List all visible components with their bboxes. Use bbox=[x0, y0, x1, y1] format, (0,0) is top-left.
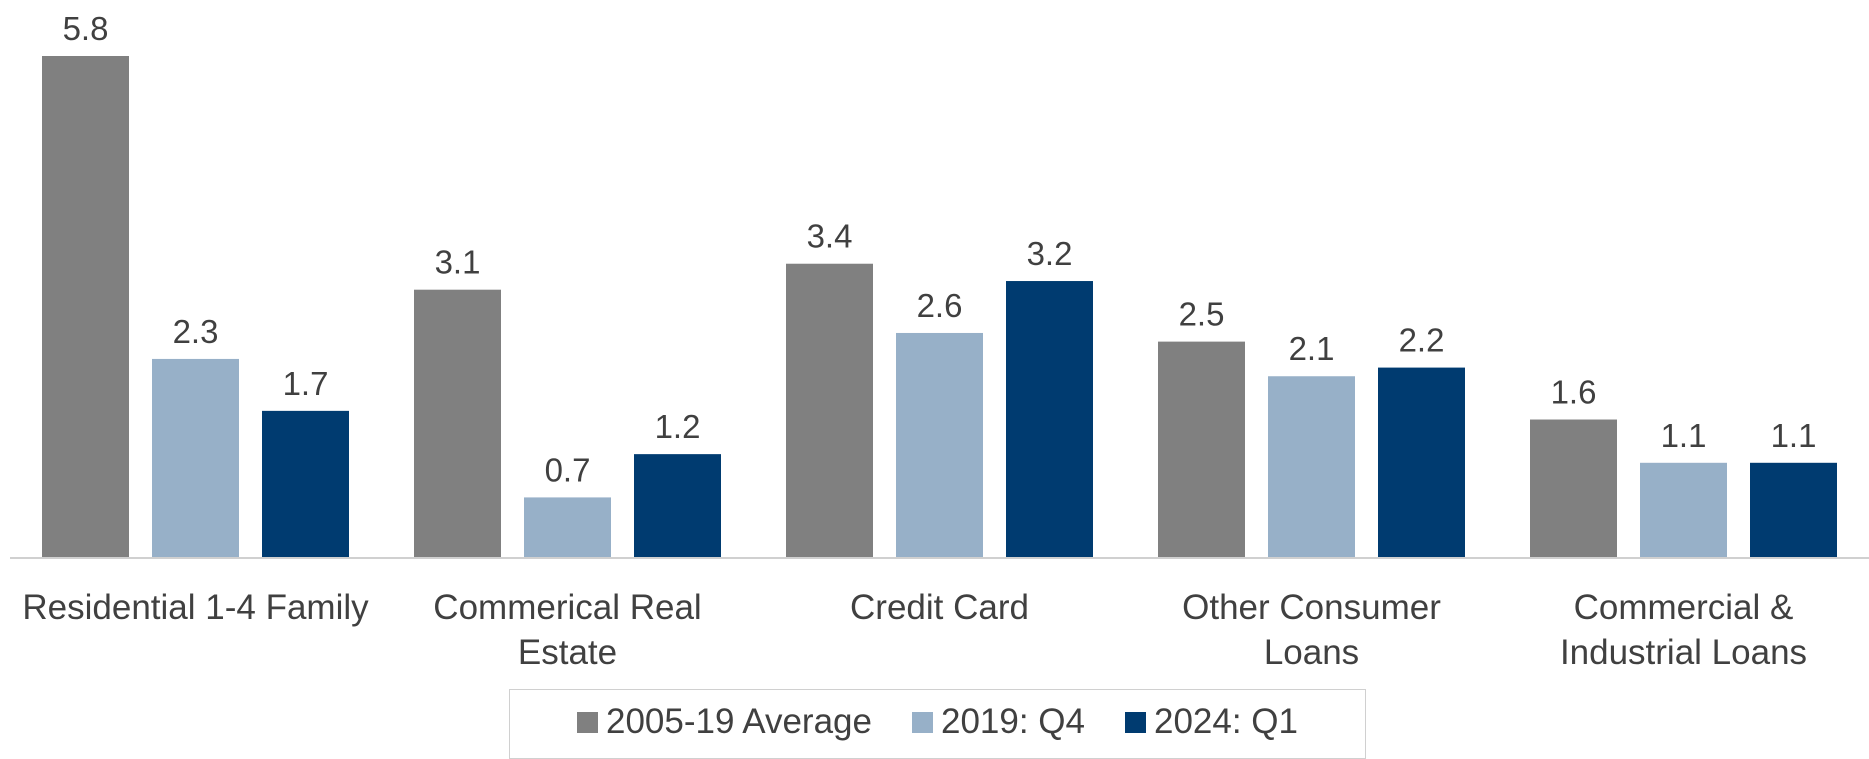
data-label: 3.1 bbox=[435, 244, 481, 281]
bar bbox=[1750, 462, 1837, 558]
bar bbox=[1006, 281, 1093, 558]
bar bbox=[1268, 376, 1355, 558]
x-tick-label: Other Consumer Loans bbox=[1182, 588, 1441, 672]
x-tick-label: Commerical Real Estate bbox=[433, 588, 702, 672]
legend: 2005-19 Average 2019: Q4 2024: Q1 bbox=[509, 689, 1366, 759]
data-label: 3.2 bbox=[1027, 235, 1073, 272]
data-label: 1.1 bbox=[1771, 417, 1817, 454]
x-tick-label: Credit Card bbox=[850, 588, 1029, 627]
legend-swatch bbox=[577, 711, 598, 733]
x-tick-label: Residential 1-4 Family bbox=[22, 588, 369, 627]
legend-swatch bbox=[911, 711, 933, 733]
legend-label: 2019: Q4 bbox=[940, 702, 1085, 741]
data-label: 5.8 bbox=[63, 10, 109, 47]
data-label: 2.5 bbox=[1179, 296, 1225, 333]
data-label: 2.6 bbox=[917, 287, 963, 324]
bar bbox=[524, 497, 611, 558]
bar bbox=[414, 289, 501, 558]
legend-item: 2005-19 Average bbox=[577, 702, 872, 742]
legend-item: 2024: Q1 bbox=[1124, 702, 1298, 742]
bar bbox=[1378, 367, 1465, 558]
data-label: 0.7 bbox=[545, 451, 591, 488]
data-label: 2.3 bbox=[173, 313, 219, 350]
bar bbox=[152, 358, 239, 558]
data-label: 1.2 bbox=[655, 408, 701, 445]
data-label: 2.1 bbox=[1289, 330, 1335, 367]
bar bbox=[634, 454, 721, 558]
data-label: 1.7 bbox=[283, 365, 329, 402]
bar bbox=[1530, 419, 1617, 558]
bar bbox=[42, 56, 129, 558]
data-label: 1.6 bbox=[1551, 374, 1597, 411]
legend-swatch bbox=[1124, 711, 1146, 733]
bar bbox=[262, 410, 349, 558]
bar bbox=[786, 263, 873, 558]
bar bbox=[1158, 341, 1245, 558]
legend-label: 2024: Q1 bbox=[1153, 702, 1298, 741]
x-tick-label: Commercial & Industrial Loans bbox=[1559, 588, 1808, 672]
data-label: 3.4 bbox=[807, 218, 853, 255]
bar bbox=[1640, 462, 1727, 558]
data-label: 2.2 bbox=[1399, 322, 1445, 359]
legend-item: 2019: Q4 bbox=[911, 702, 1085, 742]
bar bbox=[896, 332, 983, 558]
legend-label: 2005-19 Average bbox=[606, 702, 872, 741]
data-label: 1.1 bbox=[1661, 417, 1707, 454]
